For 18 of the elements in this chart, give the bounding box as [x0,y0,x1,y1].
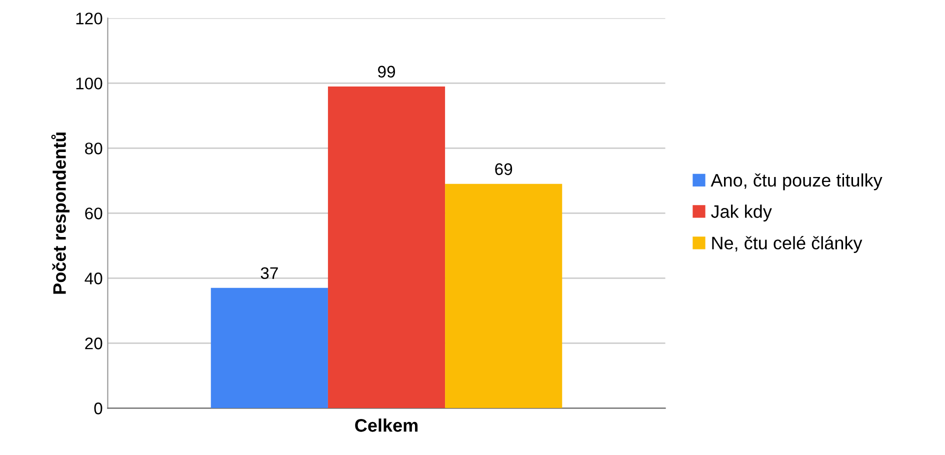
y-tick-label: 120 [76,12,102,24]
data-label: 99 [378,66,395,78]
y-tick-label: 40 [84,272,102,284]
y-tick-label: 80 [85,142,102,154]
x-axis-title: Celkem [355,418,418,432]
bar [328,86,446,408]
bar [210,288,328,408]
data-label: 37 [260,267,278,280]
y-tick-label: 20 [85,338,102,350]
y-tick-label: 0 [94,402,102,414]
legend-label: Ano, čtu pouze titulky [710,173,882,190]
data-label: 69 [495,163,512,176]
y-axis-title: Počet respondentů [51,132,70,294]
bar [445,184,562,408]
y-tick-label: 60 [85,208,102,220]
y-tick-label: 100 [76,78,102,90]
legend-label: Ne, čtu celé články [712,236,862,253]
legend-label: Jak kdy [711,204,772,222]
